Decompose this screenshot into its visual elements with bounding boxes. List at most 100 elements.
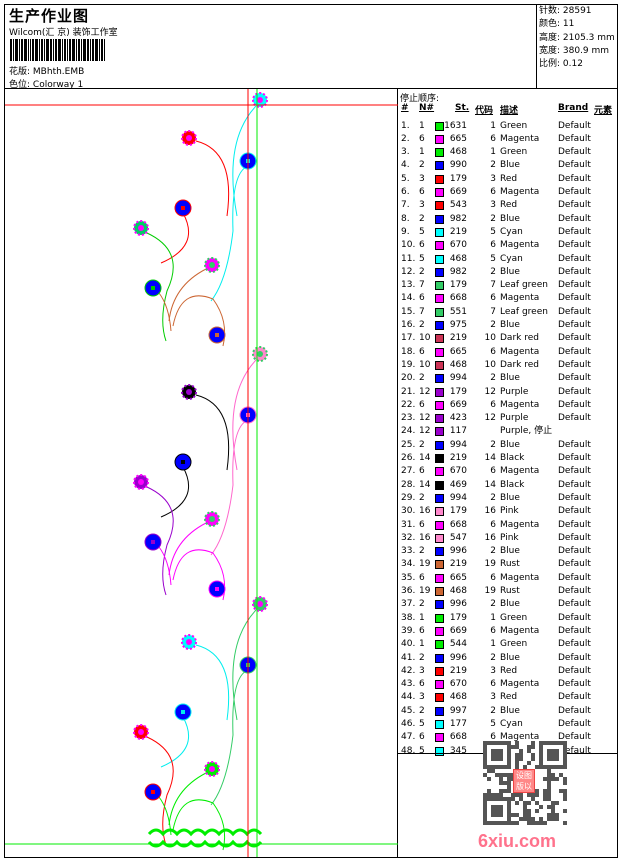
qr-module — [515, 813, 519, 817]
stop-sequence-panel: 停止顺序: # N# St. 代码 描述 Brand 元素 1. 1 1631 1 Green Def… — [398, 89, 617, 857]
table-row: 25. 2 994 2 Blue Default — [398, 439, 617, 452]
color-code: 19 — [484, 559, 496, 570]
stem — [158, 292, 172, 332]
table-row: 41. 2 996 2 Blue Default — [398, 652, 617, 665]
qr-module — [495, 765, 499, 769]
table-row: 11. 5 468 5 Cyan Default — [398, 253, 617, 266]
table-row: 5. 3 179 3 Red Default — [398, 173, 617, 186]
color-description: Leaf green — [500, 280, 548, 291]
flower-center — [209, 516, 215, 522]
table-row: 18. 6 665 6 Magenta Default — [398, 346, 617, 359]
qr-module — [507, 773, 511, 777]
qr-module — [531, 757, 535, 761]
brand: Default — [558, 200, 591, 211]
stem — [160, 466, 190, 518]
qr-module — [563, 789, 567, 793]
color-code: 16 — [484, 532, 496, 543]
stop-index: 5. — [401, 173, 410, 184]
table-row: 46. 5 177 5 Cyan Default — [398, 718, 617, 731]
color-description: Magenta — [500, 625, 540, 636]
qr-module — [547, 749, 551, 753]
stem — [232, 105, 257, 217]
table-row: 21. 12 179 12 Purple Default — [398, 386, 617, 399]
table-row: 36. 19 468 19 Rust Default — [398, 585, 617, 598]
qr-module — [535, 801, 539, 805]
qr-module — [539, 805, 543, 809]
qr-module — [515, 821, 519, 825]
stem — [232, 359, 257, 471]
qr-module — [515, 761, 519, 765]
brand: Default — [558, 373, 591, 384]
color-swatch — [435, 281, 444, 291]
qr-module — [535, 793, 539, 797]
color-swatch — [435, 547, 444, 557]
qr-module — [559, 741, 563, 745]
color-description: Magenta — [500, 519, 540, 530]
table-row: 1. 1 1631 1 Green Default — [398, 120, 617, 133]
qr-module — [507, 809, 511, 813]
stem — [146, 232, 174, 342]
color-description: Magenta — [500, 240, 540, 251]
qr-module — [559, 773, 563, 777]
qr-module — [491, 753, 495, 757]
qr-module — [511, 793, 515, 797]
table-row: 16. 2 975 2 Blue Default — [398, 319, 617, 332]
table-row: 6. 6 669 6 Magenta Default — [398, 186, 617, 199]
design-scale: 比例: 0.12 — [539, 59, 583, 70]
table-row: 43. 6 670 6 Magenta Default — [398, 678, 617, 691]
qr-module — [563, 745, 567, 749]
design-label: 花版: — [9, 67, 31, 77]
color-swatch — [435, 653, 444, 663]
qr-module — [527, 817, 531, 821]
stem — [195, 394, 230, 471]
needle-number: 2 — [419, 373, 425, 384]
qr-module — [511, 821, 515, 825]
qr-module — [499, 793, 503, 797]
qr-module — [507, 805, 511, 809]
qr-module — [527, 813, 531, 817]
qr-module — [547, 789, 551, 793]
color-swatch — [435, 467, 444, 477]
table-row: 31. 6 668 6 Magenta Default — [398, 519, 617, 532]
qr-module — [495, 749, 499, 753]
qr-module — [483, 761, 487, 765]
color-code: 19 — [484, 586, 496, 596]
stop-index: 26. — [401, 453, 416, 463]
stem — [232, 609, 257, 721]
needle-number: 1 — [419, 612, 425, 623]
color-description: Red — [500, 200, 518, 211]
stem — [210, 670, 247, 806]
qr-module — [483, 809, 487, 813]
qr-module — [499, 777, 503, 781]
needle-number: 5 — [419, 719, 425, 729]
qr-module — [531, 745, 535, 749]
table-row: 2. 6 665 6 Magenta Default — [398, 133, 617, 146]
stop-index: 41. — [401, 652, 416, 663]
table-row: 30. 16 179 16 Pink Default — [398, 505, 617, 518]
table-row: 8. 2 982 2 Blue Default — [398, 213, 617, 226]
stem — [195, 140, 230, 217]
qr-module — [543, 777, 547, 781]
color-swatch — [435, 134, 444, 144]
qr-module — [495, 805, 499, 809]
needle-number: 3 — [419, 200, 425, 211]
brand: Default — [558, 147, 591, 158]
color-description: Magenta — [500, 133, 540, 144]
color-swatch — [435, 640, 444, 650]
table-row: 4. 2 990 2 Blue Default — [398, 159, 617, 172]
brand: Default — [558, 413, 591, 424]
column-header: St. — [455, 103, 470, 113]
needle-number: 14 — [419, 479, 431, 490]
qr-module — [551, 801, 555, 805]
color-code: 6 — [490, 240, 496, 251]
color-description: Blue — [500, 213, 520, 224]
stop-index: 7. — [401, 200, 410, 211]
qr-module — [499, 749, 503, 753]
flower-center — [138, 479, 144, 485]
needle-number: 6 — [419, 293, 425, 304]
color-description: Rust — [500, 586, 520, 596]
qr-module — [511, 813, 515, 817]
table-row: 42. 3 219 3 Red Default — [398, 665, 617, 678]
qr-module — [507, 781, 511, 785]
qr-module — [519, 757, 523, 761]
